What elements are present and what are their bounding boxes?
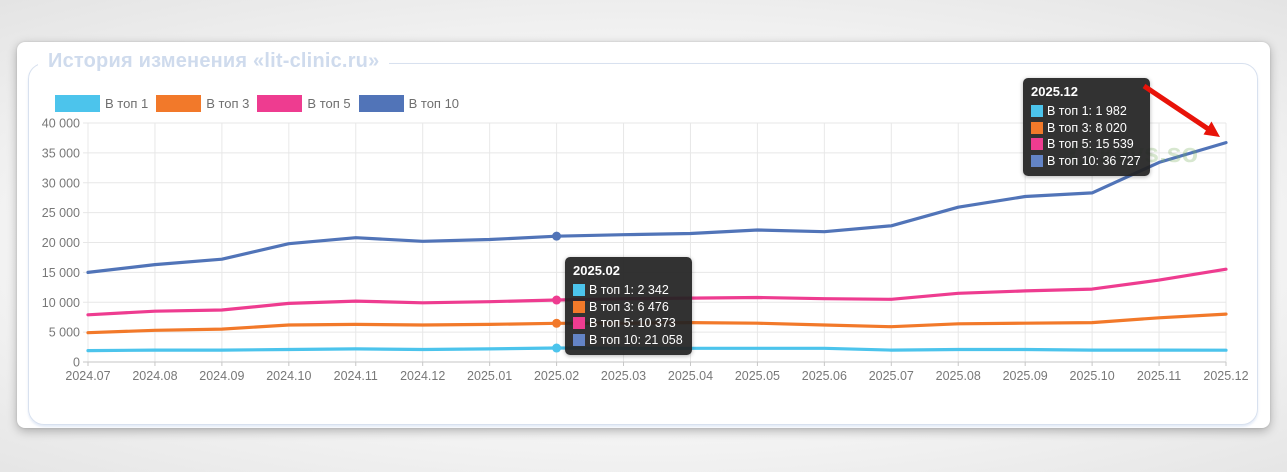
tooltip-title: 2025.12: [1031, 84, 1078, 99]
tooltip-row-text: В топ 5: 10 373: [589, 316, 676, 330]
legend-item-top5[interactable]: В топ 5: [257, 95, 354, 112]
x-tick-label: 2025.09: [1003, 369, 1048, 383]
legend-item-top1[interactable]: В топ 1: [55, 95, 152, 112]
legend-label: В топ 3: [206, 96, 250, 111]
y-tick-label: 25 000: [42, 206, 80, 220]
x-tick-label: 2025.04: [668, 369, 713, 383]
y-tick-label: 30 000: [42, 176, 80, 190]
y-tick-label: 0: [73, 356, 80, 370]
tooltip-swatch: [1031, 121, 1043, 134]
x-tick-label: 2024.08: [132, 369, 177, 383]
x-axis-labels: 2024.07 2024.08 2024.09 2024.10 2024.11 2024.…: [65, 369, 1248, 383]
legend-item-top3[interactable]: В топ 3: [156, 95, 253, 112]
x-tick-label: 2025.02: [534, 369, 579, 383]
tooltip-row-text: В топ 3: 6 476: [589, 299, 669, 314]
tooltip-row: В топ 1: 2 342: [573, 282, 683, 299]
tooltip-row: В топ 3: 8 020: [1031, 120, 1141, 137]
series-line-top10: [86, 140, 1228, 274]
panel-border: [28, 63, 1258, 425]
x-tick-label: 2025.01: [467, 369, 512, 383]
y-tick-label: 20 000: [42, 236, 80, 250]
tooltip-row: В топ 5: 10 373: [573, 315, 683, 332]
x-tick-label: 2025.10: [1070, 369, 1115, 383]
tooltip-row-text: В топ 10: 21 058: [589, 332, 683, 347]
legend-swatch-top1: [55, 95, 100, 112]
y-tick-label: 5 000: [49, 326, 80, 340]
x-tick-label: 2025.06: [802, 369, 847, 383]
tooltip-2025-12: 2025.12 В топ 1: 1 982 В топ 3: 8 020 В топ…: [1023, 78, 1150, 176]
tooltip-row: В топ 3: 6 476: [573, 299, 683, 316]
tooltip-row: В топ 10: 21 058: [573, 332, 683, 349]
tooltip-swatch: [573, 284, 585, 297]
data-point-marker-top5: [552, 295, 562, 305]
y-tick-label: 35 000: [42, 146, 80, 160]
x-tick-label: 2024.12: [400, 369, 445, 383]
tooltip-row-text: В топ 10: 36 727: [1047, 153, 1141, 168]
panel-title: История изменения «lit-clinic.ru»: [38, 50, 390, 73]
chart-legend: В топ 1 В топ 3 В топ 5 В топ 10: [55, 95, 467, 112]
tooltip-2025-02: 2025.02 В топ 1: 2 342 В топ 3: 6 476 В топ…: [565, 257, 692, 355]
x-tick-label: 2025.07: [869, 369, 914, 383]
legend-swatch-top3: [156, 95, 202, 112]
tooltip-swatch: [1031, 138, 1043, 151]
tooltip-swatch: [573, 333, 585, 346]
tooltip-title: 2025.02: [573, 263, 620, 278]
legend-swatch-top10: [358, 95, 404, 112]
y-tick-label: 15 000: [42, 266, 80, 280]
x-tick-label: 2025.12: [1203, 369, 1248, 383]
tooltip-row: В топ 5: 15 539: [1031, 136, 1141, 153]
x-tick-label: 2025.08: [936, 369, 981, 383]
tooltip-row: В топ 1: 1 982: [1031, 103, 1141, 120]
tooltip-row: В топ 10: 36 727: [1031, 153, 1141, 170]
tooltip-swatch: [573, 317, 585, 330]
x-tick-label: 2024.11: [334, 369, 378, 383]
tooltip-row-text: В топ 1: 2 342: [589, 283, 669, 297]
legend-item-top10[interactable]: В топ 10: [358, 95, 463, 112]
line-chart[interactable]: 0 5 000 10 000 15 000 20 000 25 000 30 000 35 0…: [17, 42, 1270, 428]
tooltip-swatch: [1031, 105, 1043, 118]
x-tick-label: 2025.11: [1137, 369, 1181, 383]
tooltip-swatch: [573, 300, 585, 313]
chart-card: История изменения «lit-clinic.ru» В топ …: [17, 42, 1270, 428]
y-axis-labels: 0 5 000 10 000 15 000 20 000 25 000 30 000 35 0…: [42, 117, 80, 370]
legend-label: В топ 10: [408, 96, 460, 111]
legend-swatch-top5: [257, 95, 303, 112]
legend-label: В топ 5: [307, 96, 351, 111]
legend-label: В топ 1: [105, 96, 149, 111]
y-tick-label: 40 000: [42, 117, 80, 131]
tooltip-row-text: В топ 3: 8 020: [1047, 120, 1127, 135]
data-point-marker-top10: [552, 231, 562, 241]
data-point-marker-top3: [552, 318, 562, 328]
x-tick-label: 2025.03: [601, 369, 646, 383]
data-point-marker-top1: [552, 343, 562, 353]
y-tick-label: 10 000: [42, 296, 80, 310]
tooltip-row-text: В топ 1: 1 982: [1047, 104, 1127, 118]
x-tick-label: 2025.05: [735, 369, 780, 383]
tooltip-swatch: [1031, 154, 1043, 167]
x-tick-label: 2024.10: [266, 369, 311, 383]
tooltip-row-text: В топ 5: 15 539: [1047, 137, 1134, 151]
x-axis: [83, 361, 1227, 366]
x-tick-label: 2024.09: [199, 369, 244, 383]
x-tick-label: 2024.07: [65, 369, 110, 383]
